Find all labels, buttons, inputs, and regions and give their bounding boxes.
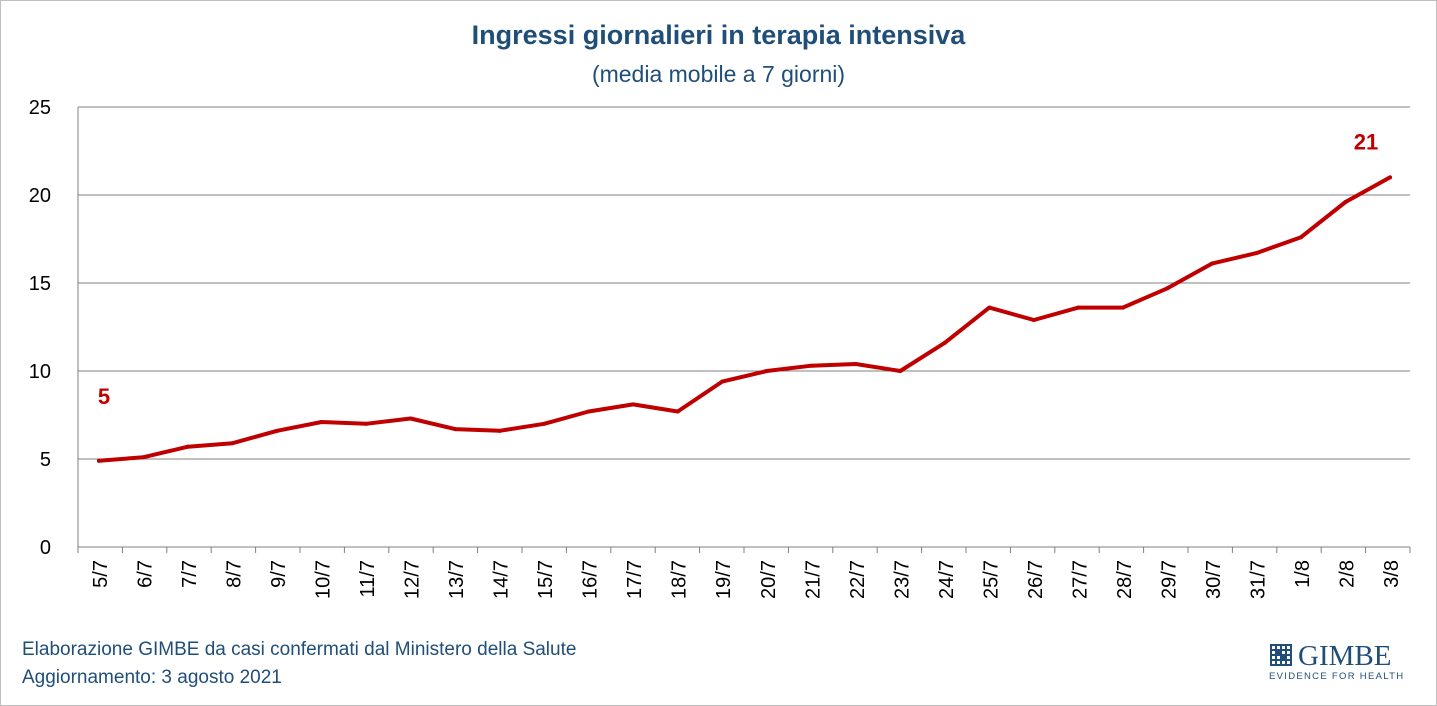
y-tick-label: 5 [40,449,51,471]
y-tick-label: 10 [29,361,51,383]
data-point [987,305,992,310]
data-point [586,409,591,414]
data-point [364,421,369,426]
source-note: Elaborazione GIMBE da casi confermati da… [22,639,577,660]
data-point [453,427,458,432]
x-tick-label: 13/7 [446,560,468,599]
x-tick-label: 25/7 [980,560,1002,599]
data-point [675,409,680,414]
x-tick-label: 17/7 [624,560,646,599]
data-point [898,369,903,373]
x-tick-label: 18/7 [669,560,691,599]
data-point [275,428,280,433]
gimbe-logo: GIMBE EVIDENCE FOR HEALTH [1268,640,1408,684]
x-tick-label: 2/8 [1336,560,1358,588]
data-point [764,369,769,373]
data-point [1031,317,1036,322]
data-point [1343,200,1348,205]
data-label: 21 [1354,129,1378,154]
data-point [542,421,547,426]
data-point [319,420,324,425]
x-tick-label: 28/7 [1114,560,1136,599]
x-tick-label: 15/7 [535,560,557,599]
x-tick-label: 14/7 [491,560,513,599]
data-point [230,441,235,446]
data-point [1388,175,1392,180]
x-tick-label: 1/8 [1292,560,1314,588]
data-point [141,455,146,460]
x-tick-label: 27/7 [1069,560,1091,599]
x-tick-label: 21/7 [802,560,824,599]
data-point [809,363,814,368]
y-tick-label: 0 [40,537,51,559]
x-tick-label: 16/7 [580,560,602,599]
x-tick-label: 3/8 [1381,560,1403,588]
x-tick-label: 12/7 [402,560,424,599]
y-tick-label: 25 [29,97,51,119]
data-point [1120,305,1125,310]
x-tick-label: 24/7 [936,560,958,599]
data-point [1165,286,1170,291]
x-tick-label: 30/7 [1203,560,1225,599]
chart-subtitle: (media mobile a 7 giorni) [591,61,846,87]
data-point [1076,305,1081,310]
update-note: Aggiornamento: 3 agosto 2021 [22,667,282,688]
y-tick-label: 20 [29,185,51,207]
x-tick-label: 19/7 [713,560,735,599]
logo-tagline: EVIDENCE FOR HEALTH [1269,671,1405,682]
x-tick-label: 20/7 [758,560,780,599]
chart-title: Ingressi giornalieri in terapia intensiv… [471,20,966,50]
x-tick-label: 9/7 [268,560,290,588]
data-point [186,444,191,449]
data-label: 5 [98,384,110,409]
data-point [853,361,858,366]
x-tick-label: 8/7 [224,560,246,588]
x-tick-label: 10/7 [313,560,335,599]
series-line [97,175,1392,463]
data-point [408,416,413,421]
data-point [497,428,502,433]
x-tick-label: 22/7 [847,560,869,599]
data-point [720,379,725,384]
data-point [1298,235,1303,240]
x-tick-label: 6/7 [135,560,157,588]
data-point [1209,261,1214,266]
x-tick-label: 31/7 [1247,560,1269,599]
data-point [1254,251,1259,256]
x-tick-label: 23/7 [891,560,913,599]
x-tick-label: 29/7 [1158,560,1180,599]
x-tick-label: 26/7 [1025,560,1047,599]
x-tick-label: 11/7 [357,560,379,597]
logo-name: GIMBE [1298,640,1392,672]
data-point [631,402,636,407]
data-point [942,340,947,345]
y-tick-label: 15 [29,273,51,295]
gimbe-grid-icon [1270,644,1292,666]
data-point [97,458,101,463]
x-tick-label: 5/7 [90,560,112,588]
x-tick-label: 7/7 [179,560,201,588]
